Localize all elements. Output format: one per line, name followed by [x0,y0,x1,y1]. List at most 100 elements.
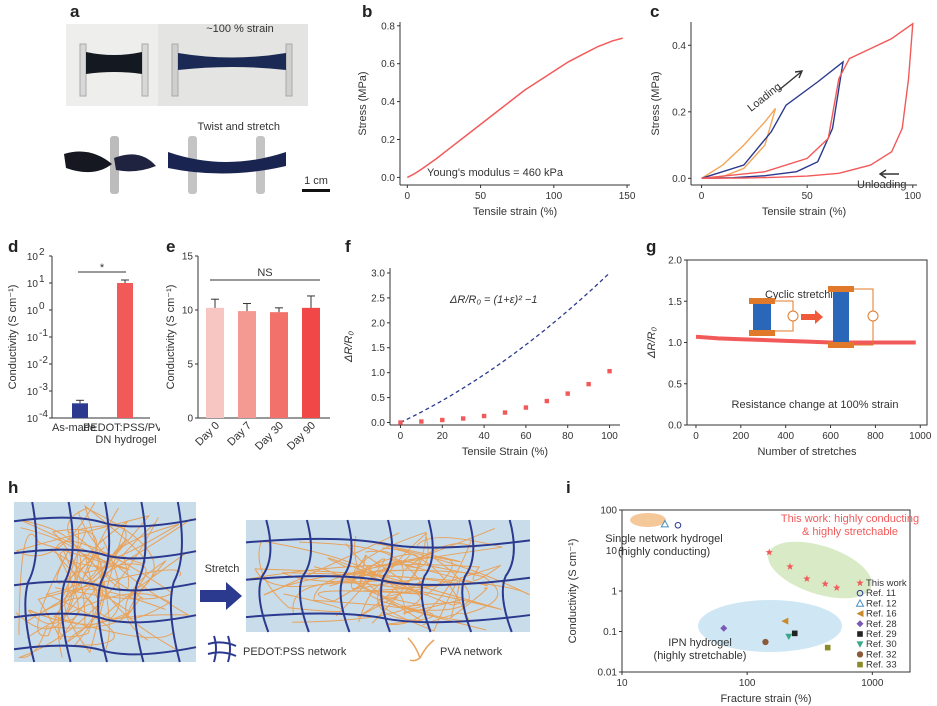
marker-triangle-down [785,633,793,641]
data-point [460,416,466,421]
y-tick-label: 100 [600,506,617,517]
marker-square [857,631,863,637]
y-axis-label: ΔR/R₀ [343,331,355,363]
panel-letter-g: g [646,237,657,256]
y-tick-label: 2.0 [371,318,385,329]
y-tick-label: 0.5 [371,393,385,404]
panel-h-schematic: Stretch PEDOT:PSS network PVA network [13,501,531,663]
stress-strain-line [406,37,623,179]
pedot-chain [245,612,531,624]
y-tick-label: 0.1 [603,627,617,638]
y-axis-label: Conductivity (S cm⁻¹) [7,285,19,390]
region-annotation: (highly conducting) [618,546,710,558]
data-point [481,413,487,419]
y-tick-label: 15 [182,252,194,263]
x-category-label: As-made [52,422,96,434]
clamp [828,342,854,348]
pva-chain [292,531,429,623]
formula-annotation: ΔR/R₀ = (1+ε)² −1 [449,294,537,306]
marker-triangle-left [781,617,789,625]
y-tick-exponent: 2 [39,247,45,258]
y-tick-exponent: -2 [39,355,48,366]
x-axis-label: Number of stretches [757,446,857,458]
marker-circle-open [856,589,864,597]
panel-letter-a: a [70,2,80,21]
significance-star: * [100,262,105,274]
clamp [749,298,775,304]
pedot-chain [13,580,197,592]
y-axis-label: ΔR/R₀ [646,327,658,359]
marker-square [824,644,831,651]
y-tick-label: 0.01 [598,668,618,679]
x-tick-label: 60 [520,431,532,442]
x-tick-label: 0 [693,431,699,442]
y-axis-label: Conductivity (S cm⁻¹) [567,539,579,644]
network-unstretched [13,501,197,663]
legend-entry: Ref. 30 [866,639,897,650]
data-point [565,391,570,396]
data-point [398,420,403,425]
bar-2 [117,283,133,418]
data-point [502,410,508,415]
x-category-label: Day 0 [193,420,222,449]
y-tick-label: 10 [27,360,39,371]
bar-1 [72,403,88,418]
data-point [440,417,445,423]
y-tick-label: 0.6 [381,59,395,70]
x-tick-label: 800 [867,431,884,442]
legend-pedot-icon [207,635,237,663]
y-tick-label: 1 [611,587,617,598]
pva-chain [27,525,127,625]
marker-star [765,548,773,556]
resistance-line [695,334,916,345]
y-axis-label: Stress (MPa) [357,71,369,135]
legend-entry: Ref. 16 [866,609,897,620]
x-axis-label: Tensile Strain (%) [462,446,548,458]
marker-star [803,574,811,582]
y-tick-label: 3.0 [371,268,385,279]
pedot-chain [245,575,531,586]
y-tick-label: 0.4 [672,41,686,52]
marker-square [857,661,863,668]
x-tick-label: 50 [475,191,487,202]
marker-triangle-open [660,519,670,528]
pedot-chain [97,501,111,663]
ipn-region [698,600,842,652]
hysteresis-loop-1 [701,108,777,180]
pedot-chain [169,501,183,663]
pedot-chain [13,644,197,656]
x-tick-label: 100 [739,678,756,689]
single-network-region [630,513,666,527]
pedot-chain [380,519,394,633]
pedot-chain [420,519,434,633]
marker-star [786,562,794,570]
meter-icon [787,310,799,322]
x-tick-label: 0 [699,191,705,202]
bar-day-90 [302,307,320,418]
hysteresis-loop-3 [701,22,914,180]
stretch-arrow-icon [200,582,242,610]
x-category-label: PEDOT:PSS/PVA [83,422,160,434]
x-axis-label: Fracture strain (%) [720,693,811,705]
chart-f: 0.0 0.5 1.0 1.5 2.0 2.5 3.0 0 20 40 60 80 100 Tensile… [343,268,620,458]
x-tick-label: 0 [405,191,411,202]
clamp [828,286,854,292]
panel-a-photos: ~100 % strain Twist and stretch 1 cm [60,23,330,202]
panel-letter-c: c [650,2,660,21]
panel-letter-b: b [362,2,373,21]
y-tick-label: 0.0 [668,421,682,432]
y-tick-label: 5 [187,360,193,371]
unloading-annotation: Unloading [857,179,907,191]
pedot-chain [501,519,515,633]
chart-g: 0.0 0.5 1.0 1.5 2.0 0 200 400 600 800 1000 Number o… [646,256,932,459]
unloading-arrow-icon [878,169,899,179]
panel-letter-e: e [166,237,176,256]
y-tick-label: 0.4 [381,97,395,108]
marker-star [833,583,841,591]
y-tick-label: 10 [606,546,618,557]
region-annotation: IPN hydrogel [668,637,732,649]
legend-entry: This work [866,578,907,589]
marker-triangle-down [856,641,864,648]
legend-pva-label: PVA network [440,646,503,658]
